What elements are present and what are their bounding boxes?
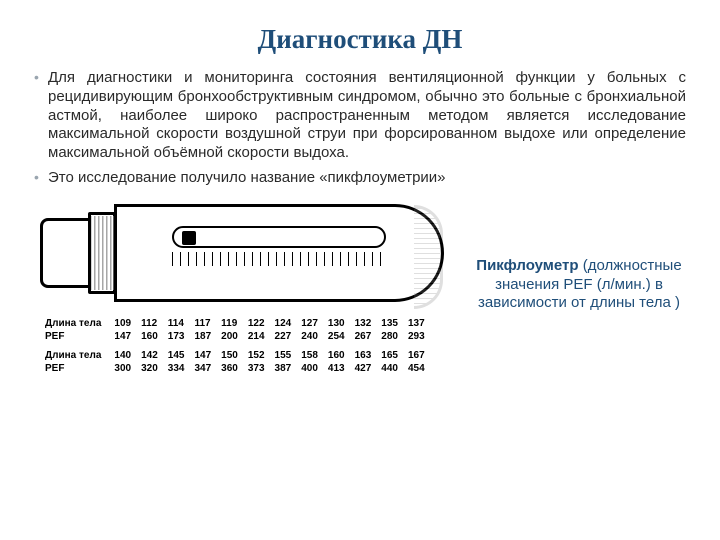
row-label: Длина тела [40, 349, 109, 362]
mouthpiece-icon [40, 218, 94, 288]
device-column: Длина тела 109 112 114 117 119 122 124 1… [34, 196, 464, 375]
row-label: PEF [40, 362, 109, 375]
figure-caption: Пикфлоуметр (должностные значения PEF (л… [476, 257, 686, 313]
caption-lead: Пикфлоуметр [476, 257, 578, 274]
bullet-list: Для диагностики и мониторинга состояния … [34, 69, 686, 188]
table-row: Длина тела 109 112 114 117 119 122 124 1… [40, 317, 430, 330]
bullet-item-1: Для диагностики и мониторинга состояния … [48, 69, 686, 163]
indicator-window [172, 226, 386, 248]
table-row: Длина тела 140 142 145 147 150 152 155 1… [40, 349, 430, 362]
bullet-item-2: Это исследование получило название «пикф… [48, 169, 686, 188]
grip-ridges-icon [90, 216, 114, 290]
figure-row: Длина тела 109 112 114 117 119 122 124 1… [34, 196, 686, 375]
indicator-marker-icon [182, 231, 196, 245]
scale-ticks-icon [172, 252, 386, 266]
row-label: Длина тела [40, 317, 109, 330]
row-label: PEF [40, 330, 109, 343]
peak-flow-meter-diagram [40, 196, 460, 311]
page-title: Диагностика ДН [34, 24, 686, 55]
table-row: PEF 300 320 334 347 360 373 387 400 413 … [40, 362, 430, 375]
table-row: PEF 147 160 173 187 200 214 227 240 254 … [40, 330, 430, 343]
pef-reference-table: Длина тела 109 112 114 117 119 122 124 1… [40, 317, 430, 375]
